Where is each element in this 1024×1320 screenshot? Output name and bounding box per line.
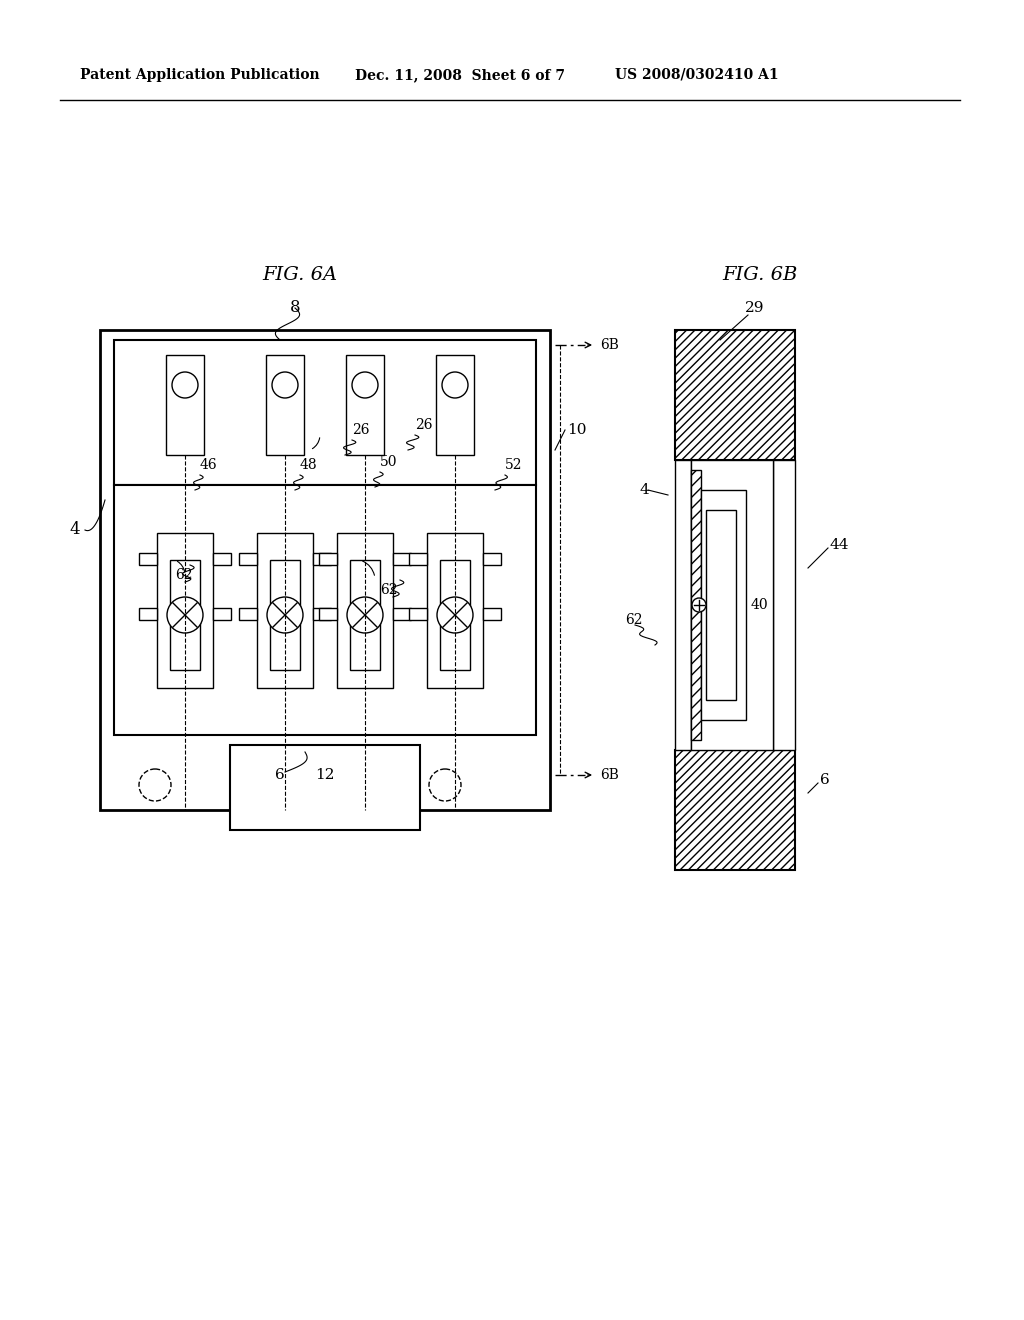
Circle shape <box>437 597 473 634</box>
Circle shape <box>267 597 303 634</box>
Bar <box>483 609 501 620</box>
Bar <box>213 553 231 565</box>
Bar <box>706 510 736 700</box>
Bar <box>691 459 773 750</box>
Bar <box>346 355 384 455</box>
Text: 8: 8 <box>290 300 300 317</box>
Bar <box>313 609 331 620</box>
Bar <box>239 609 257 620</box>
Bar <box>701 490 746 719</box>
Bar <box>266 355 304 455</box>
Bar <box>675 330 795 459</box>
Text: US 2008/0302410 A1: US 2008/0302410 A1 <box>615 69 778 82</box>
Text: 4: 4 <box>639 483 649 498</box>
Text: 62: 62 <box>380 583 397 597</box>
Bar <box>230 744 420 830</box>
Text: 6B: 6B <box>600 768 618 781</box>
Bar <box>319 553 337 565</box>
Text: 44: 44 <box>830 539 850 552</box>
Circle shape <box>692 598 706 612</box>
Bar <box>691 470 701 741</box>
Bar <box>313 553 331 565</box>
Text: 29: 29 <box>745 301 765 315</box>
Circle shape <box>139 770 171 801</box>
Text: 6B: 6B <box>600 338 618 352</box>
Bar <box>257 533 313 688</box>
Text: 10: 10 <box>567 422 587 437</box>
Text: 4: 4 <box>70 521 80 539</box>
Text: Dec. 11, 2008  Sheet 6 of 7: Dec. 11, 2008 Sheet 6 of 7 <box>355 69 565 82</box>
Text: 26: 26 <box>352 422 370 437</box>
Bar <box>239 553 257 565</box>
Text: 50: 50 <box>380 455 397 469</box>
Bar <box>270 560 300 671</box>
Bar <box>170 560 200 671</box>
Bar <box>393 553 411 565</box>
Circle shape <box>352 372 378 399</box>
Circle shape <box>347 597 383 634</box>
Text: 40: 40 <box>751 598 769 612</box>
Text: 6: 6 <box>820 774 829 787</box>
Text: FIG. 6A: FIG. 6A <box>262 267 338 284</box>
Bar <box>436 355 474 455</box>
Bar <box>393 609 411 620</box>
Circle shape <box>272 372 298 399</box>
Circle shape <box>172 372 198 399</box>
Bar <box>409 553 427 565</box>
Circle shape <box>442 372 468 399</box>
Bar <box>319 609 337 620</box>
Text: 6: 6 <box>275 768 285 781</box>
Circle shape <box>429 770 461 801</box>
Bar <box>213 609 231 620</box>
Bar <box>675 750 795 870</box>
Bar <box>139 609 157 620</box>
Bar <box>350 560 380 671</box>
Text: 12: 12 <box>315 768 335 781</box>
Bar <box>773 459 795 750</box>
Text: Patent Application Publication: Patent Application Publication <box>80 69 319 82</box>
Bar <box>337 533 393 688</box>
Circle shape <box>167 597 203 634</box>
Bar <box>114 341 536 484</box>
Text: 26: 26 <box>415 418 432 432</box>
Bar <box>427 533 483 688</box>
Bar <box>139 553 157 565</box>
Bar <box>675 459 691 750</box>
Text: 52: 52 <box>505 458 522 473</box>
Bar <box>157 533 213 688</box>
Bar <box>100 330 550 810</box>
Bar <box>114 484 536 735</box>
Bar <box>166 355 204 455</box>
Text: 62: 62 <box>625 612 642 627</box>
Text: FIG. 6B: FIG. 6B <box>722 267 798 284</box>
Text: 48: 48 <box>300 458 317 473</box>
Bar <box>409 609 427 620</box>
Bar <box>483 553 501 565</box>
Bar <box>440 560 470 671</box>
Text: 62: 62 <box>175 568 193 582</box>
Text: 46: 46 <box>200 458 218 473</box>
